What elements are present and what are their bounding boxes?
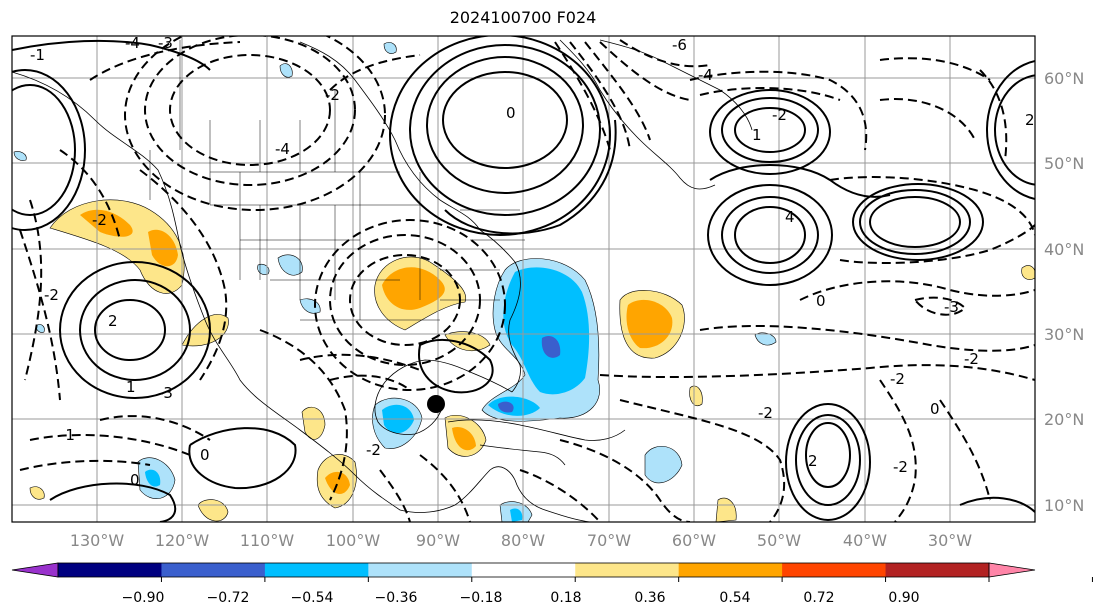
contour-label: -2 [366, 441, 381, 459]
coastlines [12, 39, 753, 522]
contour-label: 1 [752, 126, 762, 144]
contour-label: -2 [772, 106, 787, 124]
map-title: 2024100700 F024 [449, 8, 597, 27]
contour-label: 2 [1025, 111, 1035, 129]
colorbar-outline [57, 562, 990, 578]
contour-label: 1 [126, 378, 136, 396]
colorbar-tick-label: 0.36 [634, 590, 665, 606]
colorbar-ticks: −0.90 −0.72 −0.54 −0.36 −0.18 0.18 0.36 … [122, 590, 920, 606]
contour-label: -2 [758, 404, 773, 422]
colorbar-tick-label: −0.72 [207, 590, 250, 606]
contour-label: 4 [785, 208, 795, 226]
contour-label: -3 [158, 34, 173, 52]
colorbar-extend-high [988, 562, 1036, 578]
contour-label: 0 [506, 104, 516, 122]
lon-tick-label: 70°W [587, 531, 631, 550]
contour-label: -2 [890, 370, 905, 388]
colorbar-tick-label: −0.54 [291, 590, 334, 606]
lon-tick-label: 60°W [672, 531, 716, 550]
colorbar-segment [161, 563, 266, 577]
lat-tick-label: 10°N [1044, 496, 1084, 515]
contours-negative [19, 36, 1035, 522]
contour-label: 0 [816, 292, 826, 310]
colorbar-segment [368, 563, 473, 577]
latitude-axis: 60°N 50°N 40°N 30°N 20°N 10°N [1044, 69, 1084, 515]
colorbar-extend-low [11, 562, 59, 578]
state-borders [149, 40, 525, 321]
anomaly-shading [13, 42, 1035, 522]
colorbar-tick-label: 0.54 [719, 590, 750, 606]
colorbar-segment [58, 563, 162, 577]
contour-label: 0 [200, 446, 210, 464]
contour-label: -2 [325, 86, 340, 104]
colorbar-segment [678, 563, 783, 577]
longitude-axis: 130°W 120°W 110°W 100°W 90°W 80°W 70°W 6… [70, 531, 972, 550]
contour-label: -4 [275, 140, 290, 158]
lon-tick-label: 130°W [70, 531, 125, 550]
lon-tick-label: 80°W [501, 531, 545, 550]
contour-label: -3 [158, 384, 173, 402]
lon-tick-label: 40°W [843, 531, 887, 550]
colorbar-segment [575, 563, 680, 577]
lat-tick-label: 40°N [1044, 240, 1084, 259]
contour-label: -1 [30, 46, 45, 64]
map-border [11, 35, 1036, 523]
colorbar-tick-label: −0.90 [122, 590, 165, 606]
contour-labels: -1 -4 -3 -2 -6 -4 -4 -2 0 1 2 4 -2 -3 -2… [30, 34, 1035, 489]
colorbar-segment [471, 563, 576, 577]
contour-label: 2 [108, 312, 118, 330]
colorbar-tick-label: −0.18 [460, 590, 503, 606]
contour-label: -1 [60, 426, 75, 444]
lat-tick-label: 20°N [1044, 410, 1084, 429]
colorbar-tick-label: 0.90 [888, 590, 919, 606]
colorbar-segment [782, 563, 887, 577]
contour-label: -6 [672, 36, 687, 54]
colorbar-tick-label: 0.18 [550, 590, 581, 606]
contour-label: -4 [698, 66, 713, 84]
colorbar-tick-label: −0.36 [375, 590, 418, 606]
contour-label: -2 [893, 458, 908, 476]
contour-label: -2 [964, 350, 979, 368]
colorbar-tick-label: 0.72 [803, 590, 834, 606]
colorbar-segment [885, 563, 990, 577]
contour-label: -2 [92, 211, 107, 229]
contour-label: 2 [808, 452, 818, 470]
contour-label: -4 [125, 34, 140, 52]
lon-tick-label: 30°W [928, 531, 972, 550]
contour-label: -2 [44, 286, 59, 304]
colorbar: −0.90 −0.72 −0.54 −0.36 −0.18 0.18 0.36 … [11, 562, 1093, 606]
colorbar-segment [264, 563, 369, 577]
lon-tick-label: 120°W [155, 531, 210, 550]
lon-tick-label: 50°W [757, 531, 801, 550]
lat-tick-label: 30°N [1044, 325, 1084, 344]
lon-tick-label: 110°W [240, 531, 295, 550]
storm-center-marker [427, 395, 445, 413]
lon-tick-label: 90°W [416, 531, 460, 550]
contour-label: -3 [944, 298, 959, 316]
lon-tick-label: 100°W [326, 531, 381, 550]
lat-tick-label: 50°N [1044, 154, 1084, 173]
lat-tick-label: 60°N [1044, 69, 1084, 88]
contour-label: 0 [130, 471, 140, 489]
graticule [12, 36, 1035, 522]
contour-label: 0 [930, 400, 940, 418]
contours-positive [12, 36, 1035, 522]
